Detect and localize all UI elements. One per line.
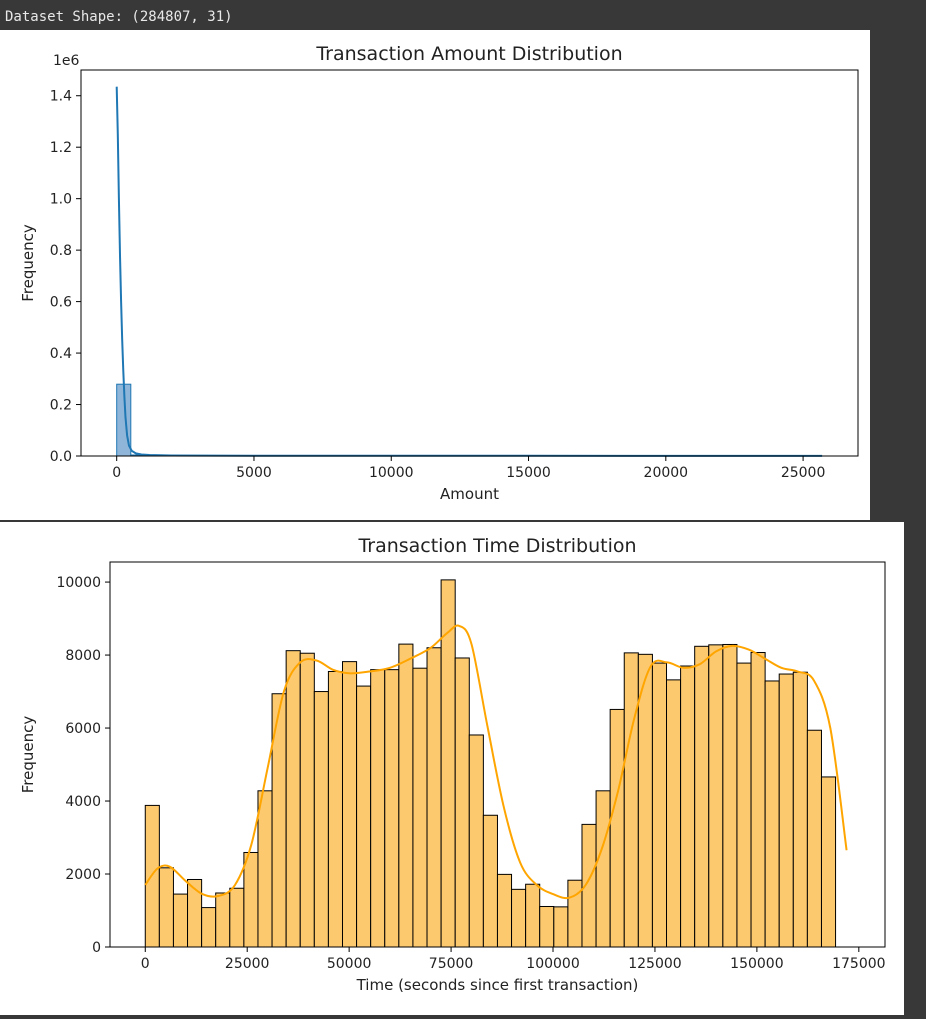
histogram-bar: [526, 884, 540, 947]
x-tick-label: 175000: [832, 956, 885, 972]
histogram-bar: [652, 663, 666, 947]
x-tick-label: 15000: [506, 465, 551, 481]
histogram-bar: [483, 815, 497, 947]
x-tick-label: 75000: [429, 956, 474, 972]
histogram-bar: [244, 852, 258, 947]
x-tick-label: 50000: [327, 956, 372, 972]
histogram-bar: [695, 646, 709, 947]
histogram-bar: [441, 580, 455, 947]
histogram-bar: [512, 889, 526, 947]
histogram-bar: [455, 658, 469, 947]
y-tick-label: 6000: [65, 721, 101, 737]
plot-frame: [81, 70, 858, 456]
y-tick-label: 0: [92, 940, 101, 956]
histogram-bar: [230, 888, 244, 947]
histogram-bar: [723, 644, 737, 947]
y-tick-label: 0.4: [50, 346, 72, 362]
histogram-bar: [314, 692, 328, 947]
histogram-bar: [765, 681, 779, 947]
histogram-bar: [385, 670, 399, 947]
y-tick-label: 0.8: [50, 243, 72, 259]
histogram-bar: [328, 671, 342, 947]
histogram-bar: [596, 791, 610, 947]
y-tick-label: 8000: [65, 648, 101, 664]
histogram-bar: [779, 674, 793, 947]
y-tick-label: 10000: [56, 575, 101, 591]
y-tick-label: 0.6: [50, 295, 72, 311]
x-tick-label: 20000: [644, 465, 689, 481]
x-tick-label: 0: [112, 465, 121, 481]
histogram-bar: [173, 894, 187, 947]
histogram-bar: [286, 651, 300, 947]
y-tick-label: 0.0: [50, 449, 72, 465]
histogram-bar: [469, 735, 483, 947]
x-tick-label: 5000: [236, 465, 272, 481]
histogram-bar: [681, 666, 695, 947]
x-tick-label: 10000: [369, 465, 414, 481]
histogram-bar: [610, 709, 624, 947]
histogram-bar: [821, 777, 835, 947]
y-axis-label: Frequency: [19, 224, 37, 302]
histogram-bar: [258, 791, 272, 947]
histogram-bar: [568, 880, 582, 947]
histogram-bar: [709, 645, 723, 947]
histogram-bar: [793, 672, 807, 947]
x-tick-label: 100000: [526, 956, 579, 972]
histogram-bar: [554, 907, 568, 947]
y-tick-label: 2000: [65, 867, 101, 883]
y-axis-label: Frequency: [19, 716, 37, 794]
console-output: Dataset Shape: (284807, 31): [5, 9, 233, 25]
kde-line: [117, 87, 822, 456]
amount-distribution-chart: 0 5000 10000 15000 20000 25000 0.0 0.2 0.4 0.6 0.8…: [0, 30, 870, 520]
histogram-bar: [216, 893, 230, 947]
amount-distribution-figure: 0 5000 10000 15000 20000 25000 0.0 0.2 0.4 0.6 0.8…: [0, 30, 870, 520]
histogram-bar: [624, 653, 638, 947]
histogram-bar: [540, 906, 554, 947]
histogram-bar: [751, 653, 765, 947]
histogram-bar: [807, 730, 821, 947]
x-tick-label: 150000: [730, 956, 783, 972]
histogram-bar: [342, 662, 356, 947]
histogram-bar: [357, 686, 371, 947]
chart-title: Transaction Amount Distribution: [315, 43, 622, 65]
histogram-bar: [737, 663, 751, 947]
chart-title: Transaction Time Distribution: [357, 535, 636, 557]
y-scale-offset-label: 1e6: [53, 53, 80, 69]
y-tick-label: 1.2: [50, 140, 72, 156]
x-axis-label: Time (seconds since first transaction): [356, 976, 639, 994]
x-tick-label: 25000: [225, 956, 270, 972]
x-axis-label: Amount: [440, 485, 499, 503]
histogram-bar: [159, 868, 173, 947]
y-tick-label: 1.4: [50, 89, 72, 105]
x-tick-label: 0: [141, 956, 150, 972]
y-tick-label: 0.2: [50, 398, 72, 414]
histogram-bar: [371, 670, 385, 947]
histogram-bar: [427, 648, 441, 947]
histogram-bar: [202, 908, 216, 947]
histogram-bar: [300, 653, 314, 947]
histogram-bar: [413, 668, 427, 947]
histogram-bar: [399, 644, 413, 947]
y-tick-label: 4000: [65, 794, 101, 810]
y-tick-label: 1.0: [50, 192, 72, 208]
x-tick-label: 25000: [781, 465, 826, 481]
x-tick-label: 125000: [628, 956, 681, 972]
histogram-bar: [497, 874, 511, 947]
histogram-bar: [667, 680, 681, 947]
